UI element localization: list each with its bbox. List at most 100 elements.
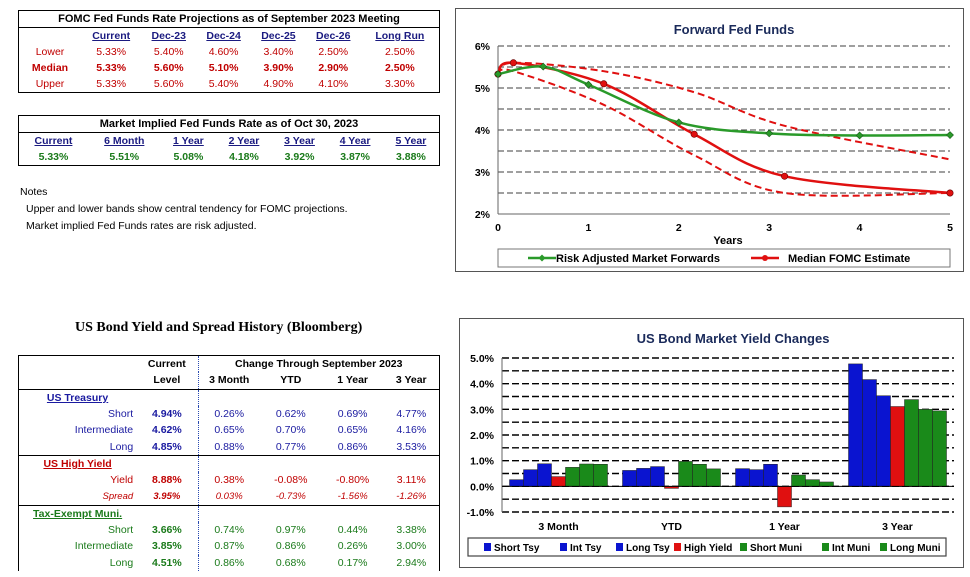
legend-swatch — [484, 543, 491, 551]
series-line — [496, 61, 951, 195]
fomc-col-header: Dec-23 — [151, 30, 186, 42]
fomc-row-label: Median — [31, 62, 69, 74]
fomc-cell: 2.50% — [384, 62, 415, 74]
bar — [593, 464, 608, 487]
bar — [918, 409, 933, 487]
level-cell: 3.85% — [151, 540, 182, 553]
fomc-cell: 5.40% — [153, 46, 184, 58]
legend-swatch — [740, 543, 747, 551]
data-point — [690, 130, 698, 138]
legend-box — [497, 248, 951, 268]
market-col-header: 2 Year — [228, 135, 260, 147]
change-cell: 0.74% — [197, 521, 260, 539]
bar — [777, 486, 792, 508]
market-cell: 5.08% — [173, 151, 204, 163]
bar — [876, 395, 891, 487]
bar — [551, 476, 566, 487]
change-cell: 0.38% — [197, 472, 260, 489]
bond-history-table: Current Change Through September 2023 Le… — [18, 355, 440, 571]
row-label: Intermediate — [74, 540, 134, 553]
legend-label: Long Tsy — [626, 543, 670, 554]
fomc-band-line — [497, 61, 951, 161]
change-cell: 0.26% — [197, 405, 260, 423]
bar — [650, 466, 665, 487]
change-cell: 0.88% — [197, 438, 260, 456]
data-point — [600, 80, 608, 88]
bar — [692, 464, 707, 487]
bond-history-title: US Bond Yield and Spread History (Bloomb… — [75, 320, 363, 335]
level-cell: 4.51% — [151, 556, 182, 569]
legend-swatch — [616, 543, 623, 551]
col-level: Level — [153, 374, 181, 387]
x-tick-label: 0 — [495, 222, 501, 234]
legend-marker — [762, 255, 768, 261]
y-tick-label: 6% — [475, 41, 491, 53]
change-cell: 0.87% — [197, 538, 260, 555]
level-cell: 8.88% — [151, 474, 182, 487]
row-label: Intermediate — [74, 424, 134, 437]
change-cell: 0.97% — [275, 524, 306, 537]
legend-label: Long Muni — [890, 543, 941, 554]
change-cell: 2.94% — [396, 556, 427, 569]
change-cell: 0.65% — [197, 422, 260, 439]
fomc-cell: 4.10% — [318, 78, 349, 90]
bar — [904, 399, 919, 487]
change-cell: 0.69% — [337, 408, 368, 421]
x-tick-label: 1 — [585, 222, 591, 234]
yield-changes-chart: US Bond Market Yield Changes -1.0% 0.0% 1.0… — [467, 331, 954, 557]
data-point — [781, 172, 789, 180]
series-line — [497, 65, 951, 137]
bar — [763, 464, 778, 487]
x-tick-label: 4 — [857, 222, 863, 234]
bar — [890, 406, 905, 487]
legend-swatch — [880, 543, 887, 551]
level-cell: 4.85% — [151, 440, 182, 453]
change-cell: -1.56% — [337, 491, 368, 503]
y-tick-label: 1.0% — [470, 456, 495, 468]
level-cell: 4.94% — [151, 408, 182, 421]
change-cell: 0.68% — [275, 556, 306, 569]
chart-title: Forward Fed Funds — [674, 22, 795, 37]
legend-marker — [538, 254, 546, 262]
level-cell: 3.95% — [153, 491, 181, 503]
change-cell: -0.08% — [274, 474, 308, 487]
fomc-col-header: Dec-26 — [316, 30, 351, 42]
data-point — [946, 189, 954, 197]
change-cell: 0.86% — [337, 440, 368, 453]
change-cell: 0.26% — [337, 540, 368, 553]
change-cell: 3.00% — [396, 540, 427, 553]
col-change-header: Change Through September 2023 — [197, 355, 440, 373]
change-cell: -0.80% — [336, 474, 370, 487]
col-header: YTD — [280, 374, 302, 387]
legend-label: High Yield — [684, 543, 732, 554]
change-cell: 3.53% — [396, 440, 427, 453]
section-us-treasury: US Treasury — [18, 388, 137, 406]
y-tick-label: 3.0% — [470, 404, 495, 416]
fomc-col-header: Current — [92, 30, 131, 42]
legend-label: Int Muni — [832, 543, 871, 554]
row-label: Long — [109, 440, 134, 453]
legend-swatch — [674, 543, 681, 551]
notes-block: Notes Upper and lower bands show central… — [20, 184, 348, 235]
market-cell: 5.51% — [109, 151, 140, 163]
bar — [636, 468, 651, 487]
fomc-cell: 3.90% — [263, 62, 294, 74]
change-cell: 0.44% — [337, 524, 368, 537]
section-us-high-yield: US High Yield — [18, 454, 137, 473]
note-line: Upper and lower bands show central tende… — [26, 203, 348, 215]
market-cell: 3.87% — [340, 151, 370, 163]
change-cell: 0.62% — [275, 408, 306, 421]
fomc-cell: 5.60% — [153, 62, 184, 74]
change-cell: 0.86% — [275, 540, 306, 553]
bar — [932, 410, 947, 487]
forward-fed-funds-chart: Forward Fed Funds 2% 3% 4% 5% 6% 0 1 2 3 4 5 Years Ri… — [475, 22, 954, 268]
legend-box — [467, 537, 947, 557]
legend-label: Int Tsy — [570, 543, 602, 554]
fomc-cell: 5.33% — [96, 62, 127, 74]
y-tick-label: -1.0% — [467, 507, 495, 519]
y-tick-label: 2.0% — [470, 430, 495, 442]
fomc-cell: 2.50% — [384, 46, 415, 58]
bar — [565, 467, 580, 487]
fomc-table-title: FOMC Fed Funds Rate Projections as of Se… — [18, 10, 440, 28]
row-label: Spread — [102, 491, 134, 503]
